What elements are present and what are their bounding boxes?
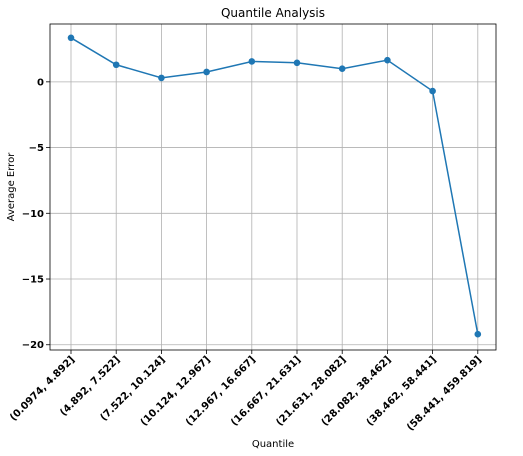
- data-point: [429, 87, 436, 95]
- chart-title: Quantile Analysis: [221, 6, 325, 20]
- y-tick-label: 0: [37, 77, 44, 88]
- data-point: [474, 330, 482, 338]
- data-point: [67, 34, 75, 42]
- data-point: [158, 74, 165, 82]
- x-axis: (0.0974, 4.892](4.892, 7.522](7.522, 10.…: [8, 350, 484, 433]
- data-point: [203, 68, 210, 76]
- y-axis-label: Average Error: [6, 152, 17, 222]
- data-point: [293, 59, 301, 67]
- y-tick-label: −20: [22, 340, 44, 351]
- y-tick-label: −10: [22, 209, 44, 220]
- grid-layer: [50, 24, 496, 350]
- y-tick-label: −5: [29, 143, 44, 154]
- data-point: [338, 65, 346, 72]
- y-tick-label: −15: [22, 275, 44, 286]
- y-axis: 0 −5 −10 −15 −20: [22, 77, 50, 351]
- data-point: [112, 61, 120, 69]
- data-point: [248, 58, 256, 65]
- x-tick-label: (58.441, 459.819]: [405, 354, 484, 433]
- plot-frame: [49, 23, 497, 351]
- data-point: [384, 56, 391, 64]
- series-line: [70, 37, 479, 335]
- x-axis-label: Quantile: [252, 439, 294, 450]
- series-layer: [67, 34, 482, 338]
